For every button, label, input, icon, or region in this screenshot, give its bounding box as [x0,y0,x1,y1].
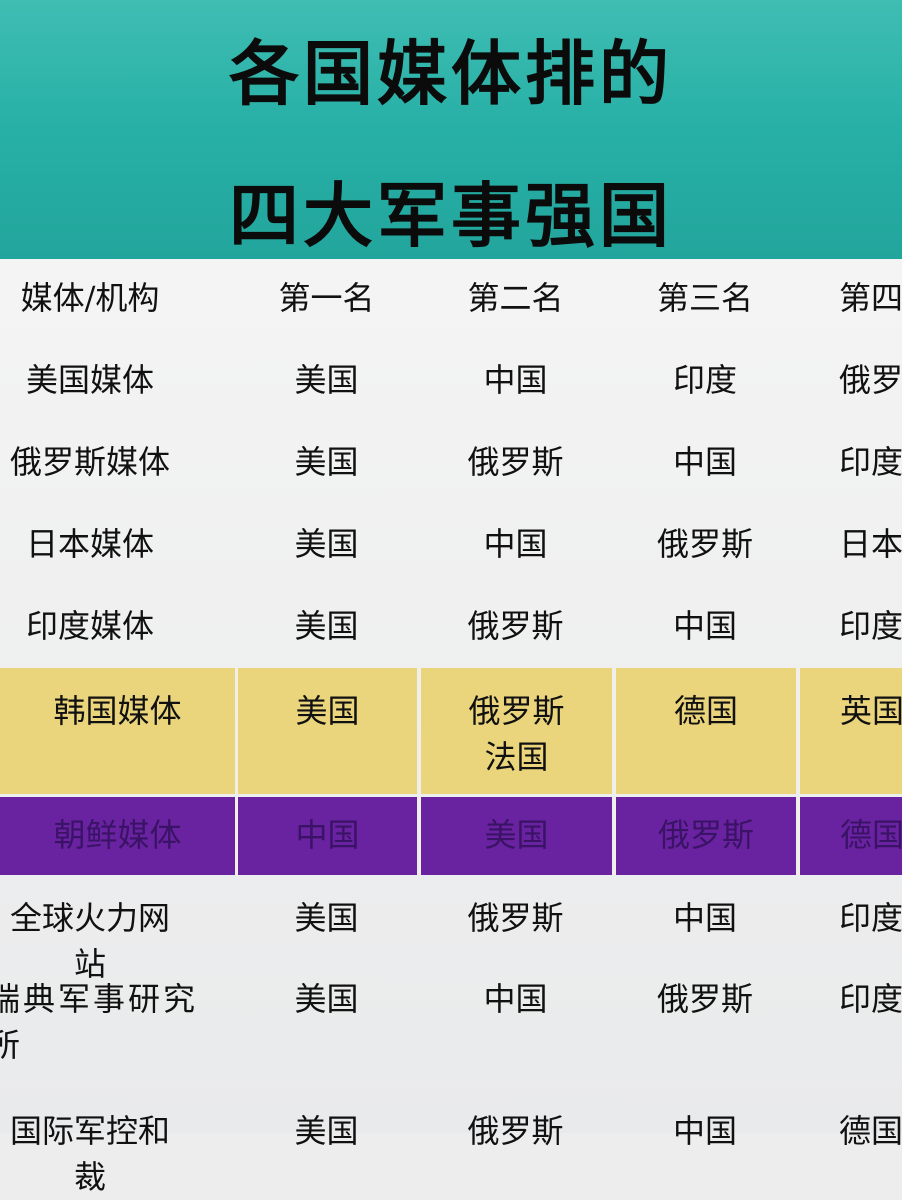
table-row: 瑞典军事研究所 美国 中国 俄罗斯 印度 [0,976,902,1068]
table-row: 美国媒体 美国 中国 印度 俄罗 [0,357,902,403]
cell-first: 美国 [294,1112,359,1150]
cell-fourth: 印度 [838,980,902,1018]
cell-third: 中国 [672,899,737,937]
cell-third: 俄罗斯 [656,980,753,1018]
cell-second: 中国 [483,361,548,399]
table-row: 全球火力网站 美国 俄罗斯 中国 印度 [0,895,902,983]
cell-fourth: 英国 [798,668,902,794]
ranking-table: 媒体/机构 第一名 第二名 第三名 第四 美国媒体 美国 中国 印度 俄罗 俄罗斯媒体 美国… [0,259,902,1196]
cell-media: 朝鲜媒体 [0,797,235,875]
cell-first: 中国 [236,797,417,875]
cell-media: 瑞典军事研究所 [0,980,199,1064]
cell-second: 中国 [483,980,548,1018]
header-third: 第三名 [656,279,753,317]
cell-second: 俄罗斯 [467,899,564,937]
cell-media: 日本媒体 [25,525,154,563]
cell-media: 俄罗斯媒体 [9,443,170,481]
cell-fourth: 德国 [838,1112,902,1150]
cell-second: 中国 [483,525,548,563]
cell-first: 美国 [294,980,359,1018]
cell-third: 德国 [614,668,796,794]
cell-media: 全球火力网站 [9,899,170,983]
cell-fourth: 印度 [838,899,902,937]
cell-third: 俄罗斯 [656,525,753,563]
cell-second: 俄罗斯 [467,1112,564,1150]
cell-third: 中国 [672,1112,737,1150]
header-media: 媒体/机构 [20,279,160,317]
table-row: 朝鲜媒体 中国 美国 俄罗斯 德国 [0,797,902,875]
cell-fourth: 俄罗 [838,361,902,399]
cell-media: 韩国媒体 [0,668,235,794]
table-row: 国际军控和裁 美国 俄罗斯 中国 德国 [0,1108,902,1196]
cell-first: 美国 [294,443,359,481]
cell-first: 美国 [294,361,359,399]
cell-fourth: 日本 [838,525,902,563]
cell-second: 俄罗斯 [467,607,564,645]
cell-first: 美国 [294,525,359,563]
header-first: 第一名 [278,279,375,317]
table-row: 韩国媒体 美国 俄罗斯 法国 德国 英国 [0,668,902,794]
cell-first: 美国 [236,668,417,794]
cell-fourth: 印度 [838,443,902,481]
table-row: 印度媒体 美国 俄罗斯 中国 印度 [0,603,902,649]
header-fourth: 第四 [838,279,902,317]
cell-media: 印度媒体 [25,607,154,645]
cell-first: 美国 [294,899,359,937]
cell-media: 国际军控和裁 [9,1112,170,1196]
header-second: 第二名 [467,279,564,317]
cell-second: 俄罗斯 [467,443,564,481]
cell-fourth: 德国 [798,797,902,875]
title-line-1: 各国媒体排的 [229,32,673,115]
cell-fourth: 印度 [838,607,902,645]
title-banner: 各国媒体排的 四大军事强国 [0,0,902,259]
cell-third: 中国 [672,443,737,481]
cell-media: 美国媒体 [25,361,154,399]
table-header-row: 媒体/机构 第一名 第二名 第三名 第四 [0,275,902,321]
cell-third: 俄罗斯 [614,797,796,875]
table-row: 日本媒体 美国 中国 俄罗斯 日本 [0,521,902,567]
cell-third: 印度 [672,361,737,399]
cell-third: 中国 [672,607,737,645]
title-line-2: 四大军事强国 [229,174,673,257]
cell-second: 美国 [419,797,612,875]
cell-second: 俄罗斯 法国 [419,668,612,794]
cell-first: 美国 [294,607,359,645]
table-row: 俄罗斯媒体 美国 俄罗斯 中国 印度 [0,439,902,485]
